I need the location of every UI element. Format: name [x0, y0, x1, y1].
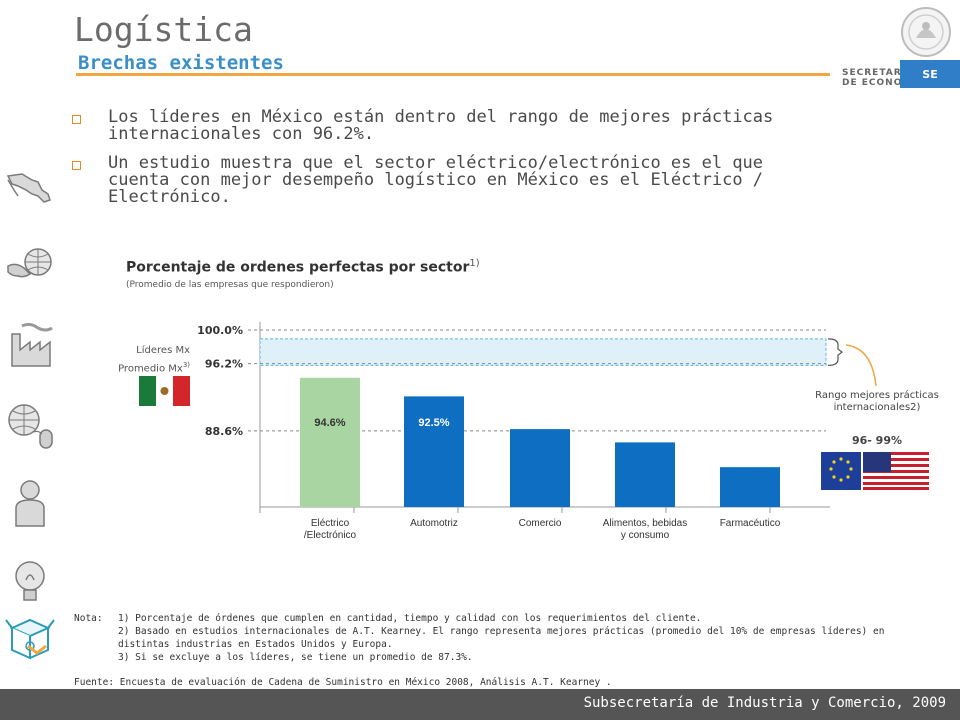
- range-callout-line: [845, 344, 877, 387]
- category-label: Eléctrico/Electrónico: [304, 518, 357, 541]
- chart-title: Porcentaje de ordenes perfectas por sect…: [126, 258, 480, 276]
- footer-text: Subsecretaría de Industria y Comercio, 2…: [583, 695, 946, 711]
- bullet-item: Los líderes en México están dentro del r…: [72, 109, 832, 149]
- source-note: Fuente: Encuesta de evaluación de Cadena…: [74, 677, 612, 688]
- bar: [615, 442, 675, 507]
- bar: [404, 396, 464, 507]
- page-subtitle: Brechas existentes: [78, 52, 284, 74]
- mexico-seal-icon: [901, 7, 951, 57]
- footer-bar: Subsecretaría de Industria y Comercio, 2…: [0, 689, 960, 720]
- lightbulb-icon: [15, 561, 45, 601]
- best-practice-range-label: Rango mejores prácticas internacionales2…: [815, 390, 939, 413]
- header-divider: [76, 73, 830, 76]
- recycle-box-icon: [5, 618, 55, 660]
- bar-value-label: 88.8%: [524, 417, 555, 429]
- category-label: Automotriz: [410, 518, 458, 529]
- reference-line-label: 96.2%: [205, 358, 243, 371]
- bar-value-label: 84.5%: [734, 417, 765, 429]
- hand-globe-icon: [7, 248, 52, 278]
- range-bracket: [827, 338, 843, 366]
- bar: [300, 377, 360, 507]
- best-practice-range-band: [259, 338, 827, 366]
- reference-line-label: 100.0%: [197, 324, 243, 337]
- bar-value-label: 87.3%: [629, 417, 660, 429]
- mexico-flag-icon: [139, 376, 190, 406]
- globe-mouse-icon: [8, 404, 53, 449]
- eu-flag-icon: [821, 452, 861, 490]
- category-label: Comercio: [519, 518, 562, 529]
- mexico-map-icon: [6, 173, 51, 203]
- reference-line-label: 88.6%: [205, 425, 243, 438]
- leaders-label: Líderes Mx Promedio Mx3): [118, 345, 190, 375]
- sidebar: [0, 160, 70, 680]
- bar: [720, 467, 780, 507]
- chevron-down-icon: [27, 644, 47, 655]
- bar-value-label: 92.5%: [418, 417, 449, 429]
- category-label: Farmacéutico: [720, 518, 781, 529]
- bullet-marker-icon: [72, 161, 81, 170]
- se-badge: SE: [900, 60, 960, 88]
- footnote-1: 1) Porcentaje de órdenes que cumplen en …: [118, 613, 702, 624]
- chart-subtitle: (Promedio de las empresas que respondier…: [126, 280, 334, 290]
- secretaria-logo-text: SECRETARÍA DE ECONOMÍA: [842, 68, 925, 88]
- footnote-3: 3) Si se excluye a los líderes, se tiene…: [118, 652, 473, 663]
- bullet-marker-icon: [72, 115, 81, 124]
- person-icon: [15, 480, 45, 527]
- footnote-2: 2) Basado en estudios internacionales de…: [118, 626, 885, 650]
- footnotes: Nota: 1) Porcentaje de órdenes que cumple…: [74, 612, 934, 664]
- bar: [510, 429, 570, 507]
- best-practice-range-value: 96- 99%: [851, 434, 903, 447]
- factory-icon: [11, 322, 53, 367]
- bar-value-label: 94.6%: [314, 417, 345, 429]
- us-flag-icon: [863, 452, 929, 490]
- category-label: Alimentos, bebidas y consumo: [603, 518, 688, 541]
- page-title: Logística: [74, 10, 253, 49]
- bullet-item: Un estudio muestra que el sector eléctri…: [72, 155, 832, 211]
